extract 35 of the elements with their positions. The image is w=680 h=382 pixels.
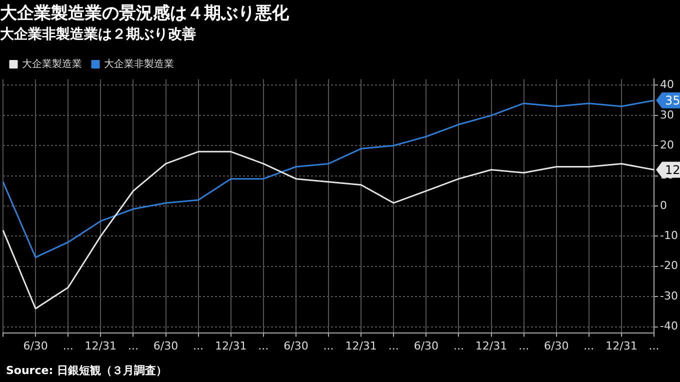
- text: 12: [665, 162, 680, 177]
- y-tick-label: 30: [660, 108, 674, 122]
- y-tick-label: -40: [660, 320, 678, 333]
- x-tick-label: 6/30: [23, 339, 48, 352]
- y-tick-label: -20: [660, 259, 678, 272]
- x-tick-label: 12/31: [215, 339, 247, 352]
- source-note: Source: 日銀短観（３月調査）: [6, 364, 167, 377]
- x-tick-label: 12/31: [84, 339, 117, 352]
- x-tick-label: ...: [258, 339, 269, 352]
- legend-label: 大企業製造業: [22, 58, 82, 70]
- y-tick-label: 0: [660, 198, 668, 212]
- chart-subtitle: 大企業非製造業は２期ぶり改善: [0, 25, 196, 42]
- x-tick-label: 6/30: [153, 339, 178, 352]
- chart-title: 大企業製造業の景況感は４期ぶり悪化: [0, 4, 290, 24]
- x-tick-label: ...: [128, 339, 138, 352]
- x-tick-label: 6/30: [414, 339, 439, 352]
- x-tick-label: 6/30: [284, 339, 308, 352]
- y-tick-label: 40: [660, 78, 674, 92]
- legend-label: 大企業非製造業: [104, 58, 174, 70]
- x-tick-label: ...: [388, 339, 399, 352]
- text: 35: [665, 93, 680, 108]
- y-tick-label: -10: [660, 229, 678, 242]
- x-tick-label: ...: [193, 339, 204, 352]
- y-tick-label: -30: [660, 289, 678, 302]
- x-tick-label: 12/31: [606, 339, 638, 352]
- x-tick-label: ...: [518, 339, 530, 352]
- x-tick-label: 12/31: [345, 339, 377, 352]
- x-tick-label: ...: [648, 339, 660, 352]
- x-tick-label: 6/30: [544, 339, 569, 352]
- x-tick-label: ...: [323, 339, 334, 352]
- x-tick-label: ...: [453, 339, 464, 352]
- y-tick-label: 20: [660, 138, 674, 152]
- x-tick-label: ...: [584, 339, 594, 352]
- x-tick-label: 12/31: [475, 339, 508, 352]
- x-tick-label: ...: [62, 339, 74, 352]
